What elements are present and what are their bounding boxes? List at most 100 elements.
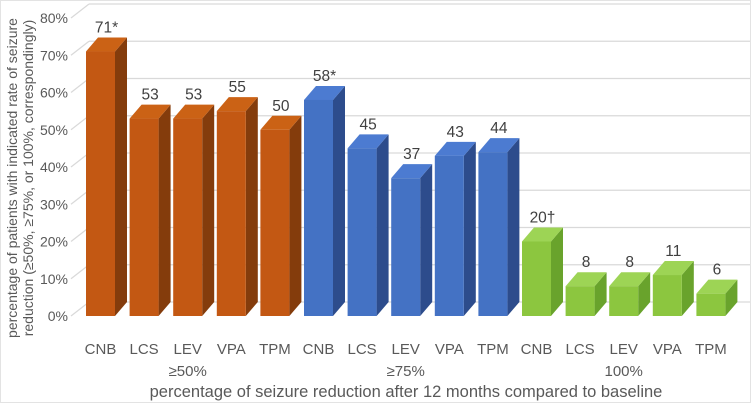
y-tick-label: 80% bbox=[40, 10, 68, 26]
bar-lev-group2 bbox=[391, 164, 433, 316]
category-label: LCS bbox=[348, 341, 377, 358]
bar-value-label: 45 bbox=[359, 116, 376, 133]
bar-lcs-group3 bbox=[565, 272, 607, 316]
bar-top-face bbox=[696, 279, 738, 294]
bar-value-label: 8 bbox=[582, 254, 591, 271]
bar-top-face bbox=[652, 261, 694, 276]
bar-front-face bbox=[478, 152, 508, 316]
bar-lev-group3 bbox=[609, 272, 651, 316]
category-label: CNB bbox=[85, 341, 117, 358]
y-tick-label: 60% bbox=[40, 85, 68, 101]
bar-cnb-group3 bbox=[522, 227, 563, 316]
bar-lev-group1 bbox=[173, 104, 215, 316]
bar-value-label: 8 bbox=[625, 254, 634, 271]
bar-vpa-group2 bbox=[434, 141, 476, 316]
bar-front-face bbox=[652, 275, 682, 316]
category-label: LEV bbox=[610, 341, 638, 358]
bar-side-face bbox=[115, 37, 127, 317]
bar-front-face bbox=[260, 129, 290, 316]
y-tick-label: 50% bbox=[40, 122, 68, 138]
category-label: TPM bbox=[695, 341, 727, 358]
y-tick-label: 20% bbox=[40, 234, 68, 250]
category-label: LEV bbox=[392, 341, 420, 358]
bar-value-label: 37 bbox=[403, 146, 420, 163]
category-label: CNB bbox=[521, 341, 553, 358]
category-label: VPA bbox=[653, 341, 682, 358]
y-axis-tick bbox=[70, 3, 90, 19]
bar-front-face bbox=[86, 51, 115, 317]
bar-cnb-group2 bbox=[304, 85, 345, 316]
bar-side-face bbox=[507, 138, 520, 316]
bar-vpa-group1 bbox=[216, 97, 258, 316]
bar-front-face bbox=[609, 286, 639, 316]
bar-top-face bbox=[260, 115, 302, 130]
bar-value-label: 6 bbox=[713, 262, 722, 279]
bar-top-face bbox=[565, 272, 607, 287]
bar-top-face bbox=[609, 272, 651, 287]
bar-value-label: 58* bbox=[313, 68, 336, 85]
bar-value-label: 20† bbox=[530, 210, 556, 227]
bar-vpa-group3 bbox=[652, 261, 694, 316]
y-tick-label: 0% bbox=[48, 308, 68, 324]
bar-cnb-group1 bbox=[86, 37, 127, 317]
bar-side-face bbox=[158, 104, 171, 316]
y-tick-label: 70% bbox=[40, 47, 68, 63]
bar-lcs-group2 bbox=[347, 134, 389, 316]
bar-tpm-group2 bbox=[478, 138, 520, 316]
bar-value-label: 43 bbox=[447, 124, 464, 141]
y-tick-label: 30% bbox=[40, 196, 68, 212]
bar-side-face bbox=[245, 97, 258, 316]
bar-front-face bbox=[304, 99, 333, 316]
x-axis-title: percentage of seizure reduction after 12… bbox=[150, 383, 663, 401]
category-label: LCS bbox=[566, 341, 595, 358]
bar-front-face bbox=[696, 293, 726, 316]
bar-tpm-group3 bbox=[696, 279, 738, 316]
bar-side-face bbox=[681, 261, 694, 316]
bar-top-face bbox=[304, 85, 345, 100]
bar-front-face bbox=[522, 241, 551, 316]
y-axis-title-line-1: percentage of patients with indicated ra… bbox=[4, 18, 20, 338]
bar-side-face bbox=[202, 104, 215, 316]
bar-value-label: 71* bbox=[95, 20, 118, 37]
bar-front-face bbox=[565, 286, 595, 316]
bar-side-face bbox=[725, 279, 738, 316]
bar-front-face bbox=[129, 118, 159, 316]
bar-top-face bbox=[478, 138, 520, 153]
y-axis-tick bbox=[70, 40, 90, 56]
bar-side-face bbox=[638, 272, 651, 316]
bar-value-label: 44 bbox=[490, 120, 508, 137]
bar-front-face bbox=[391, 178, 421, 316]
bar-value-label: 11 bbox=[665, 243, 681, 260]
y-axis-title-line-2: reduction (≥50%, ≥75%, or 100%, correspo… bbox=[20, 20, 36, 337]
bar-top-face bbox=[434, 141, 476, 156]
category-label: TPM bbox=[477, 341, 509, 358]
bar-value-label: 50 bbox=[272, 98, 290, 115]
category-label: LCS bbox=[130, 341, 159, 358]
bar-value-label: 53 bbox=[141, 87, 158, 104]
bar-top-face bbox=[173, 104, 215, 119]
bar-front-face bbox=[434, 155, 464, 316]
bar-top-face bbox=[347, 134, 389, 149]
bar-side-face bbox=[594, 272, 607, 316]
category-label: TPM bbox=[259, 341, 291, 358]
category-label: LEV bbox=[174, 341, 202, 358]
bars-layer bbox=[86, 37, 738, 317]
bar-top-face bbox=[216, 97, 258, 112]
group-label: ≥75% bbox=[387, 363, 425, 380]
bar-front-face bbox=[216, 111, 246, 316]
group-label: 100% bbox=[605, 363, 643, 380]
category-label: VPA bbox=[217, 341, 246, 358]
bar-side-face bbox=[463, 141, 476, 316]
bar-top-face bbox=[129, 104, 171, 119]
bar-front-face bbox=[347, 148, 377, 316]
bar-top-face bbox=[522, 227, 563, 242]
bar-side-face bbox=[289, 115, 302, 316]
bar-value-label: 55 bbox=[229, 79, 246, 96]
bar-value-label: 53 bbox=[185, 87, 202, 104]
category-label: VPA bbox=[435, 341, 464, 358]
group-label: ≥50% bbox=[169, 363, 207, 380]
bar-side-face bbox=[420, 164, 433, 316]
y-tick-label: 40% bbox=[40, 159, 68, 175]
